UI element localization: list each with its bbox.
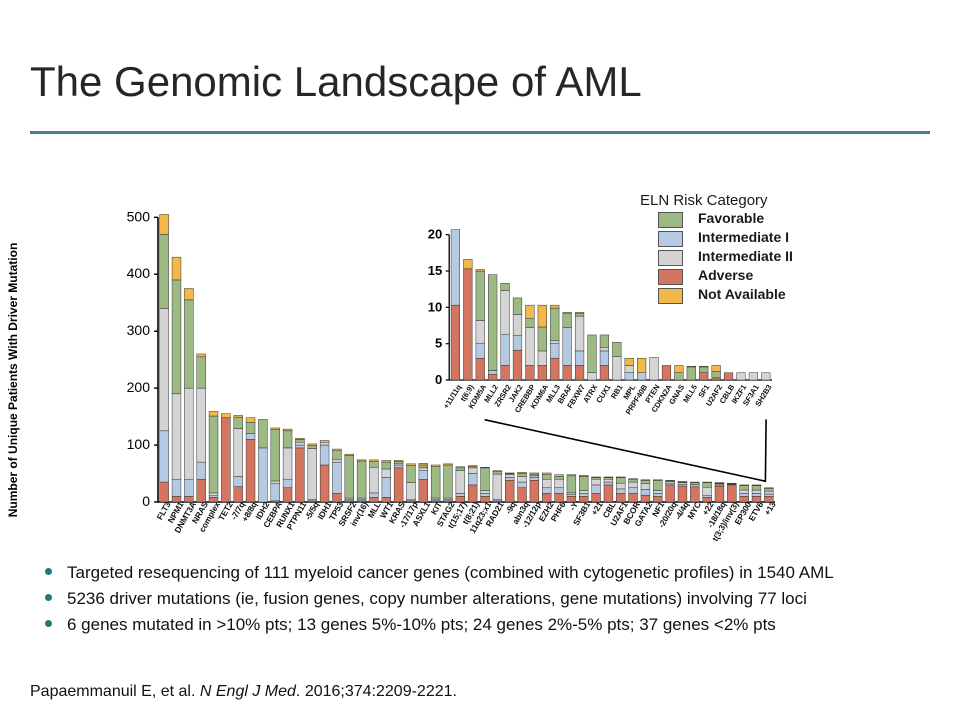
- svg-text:0: 0: [435, 372, 442, 387]
- svg-text:0: 0: [142, 493, 150, 509]
- svg-text:15: 15: [428, 263, 442, 278]
- svg-text:10: 10: [428, 299, 442, 314]
- svg-text:5: 5: [435, 336, 442, 351]
- svg-text:500: 500: [127, 208, 151, 224]
- svg-text:300: 300: [127, 322, 151, 338]
- svg-text:20: 20: [428, 227, 442, 242]
- svg-text:400: 400: [127, 265, 151, 281]
- svg-text:100: 100: [127, 436, 151, 452]
- svg-text:200: 200: [127, 379, 151, 395]
